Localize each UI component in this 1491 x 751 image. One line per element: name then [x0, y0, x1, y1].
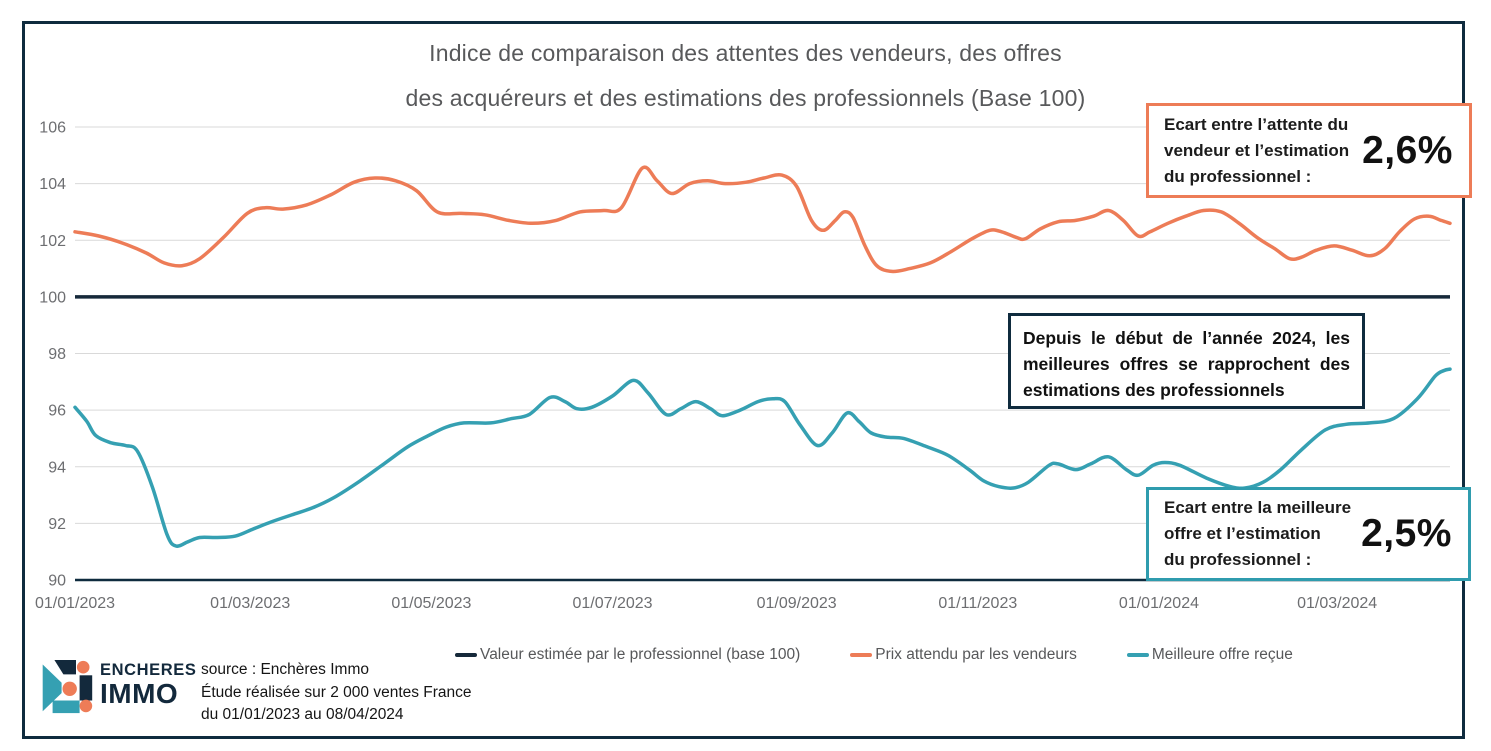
seller-gap-line3: du professionnel : — [1164, 166, 1312, 186]
legend-item: Valeur estimée par le professionnel (bas… — [455, 646, 800, 664]
logo-word-immo: IMMO — [100, 678, 179, 709]
trend-note-callout: Depuis le début de l’année 2024, les mei… — [1008, 313, 1365, 409]
y-tick-label: 104 — [39, 176, 66, 193]
chart-title: Indice de comparaison des attentes des v… — [0, 31, 1491, 121]
x-tick-label: 01/01/2024 — [1119, 595, 1199, 612]
seller-gap-callout: Ecart entre l’attente du vendeur et l’es… — [1146, 103, 1472, 198]
chart-title-line2: des acquéreurs et des estimations des pr… — [405, 85, 1086, 111]
legend-label: Prix attendu par les vendeurs — [875, 646, 1077, 663]
chart-legend: Valeur estimée par le professionnel (bas… — [455, 646, 1293, 664]
y-tick-label: 92 — [48, 516, 66, 533]
y-tick-label: 94 — [48, 459, 66, 476]
outer-frame — [22, 21, 1465, 739]
seller-gap-line2: vendeur et l’estimation — [1164, 140, 1350, 160]
source-line3: du 01/01/2023 au 08/04/2024 — [201, 706, 404, 723]
x-tick-label: 01/07/2023 — [572, 595, 652, 612]
x-tick-label: 01/11/2023 — [938, 595, 1017, 612]
offer-gap-callout: Ecart entre la meilleure offre et l’esti… — [1146, 487, 1471, 581]
legend-item: Meilleure offre reçue — [1126, 646, 1293, 664]
legend-dash-icon — [455, 653, 477, 657]
encheres-immo-logo-text: ENCHERES IMMO — [100, 661, 197, 710]
seller-gap-line1: Ecart entre l’attente du — [1164, 114, 1349, 134]
x-tick-label: 01/03/2024 — [1297, 595, 1377, 612]
logo-word-encheres: ENCHERES — [100, 661, 197, 679]
y-tick-label: 96 — [48, 403, 66, 420]
offer-gap-label: Ecart entre la meilleure offre et l’esti… — [1164, 495, 1361, 573]
offer-gap-line3: du professionnel : — [1164, 550, 1312, 569]
legend-dash-icon — [1126, 653, 1149, 657]
source-note: source : Enchères Immo Étude réalisée su… — [201, 659, 472, 727]
x-tick-label: 01/09/2023 — [757, 595, 837, 612]
x-tick-label: 01/05/2023 — [391, 595, 471, 612]
offer-gap-value: 2,5% — [1361, 512, 1452, 555]
offer-gap-line1: Ecart entre la meilleure — [1164, 498, 1352, 517]
y-tick-label: 100 — [39, 289, 66, 306]
source-line2: Étude réalisée sur 2 000 ventes France — [201, 683, 472, 701]
offer-gap-line2: offre et l’estimation — [1164, 524, 1321, 543]
y-tick-label: 102 — [39, 233, 66, 250]
best-offer-series — [73, 367, 1452, 548]
seller-gap-value: 2,6% — [1362, 128, 1453, 172]
legend-label: Meilleure offre reçue — [1151, 646, 1293, 663]
legend-label: Valeur estimée par le professionnel (bas… — [480, 646, 801, 663]
sellers-price-series — [73, 165, 1452, 274]
source-line1: source : Enchères Immo — [201, 661, 369, 678]
encheres-immo-logo-icon — [42, 660, 93, 714]
x-tick-label: 01/01/2023 — [35, 595, 115, 612]
chart-title-line1: Indice de comparaison des attentes des v… — [429, 40, 1062, 66]
y-tick-label: 106 — [39, 120, 66, 137]
x-tick-label: 01/03/2023 — [210, 595, 290, 612]
legend-item: Prix attendu par les vendeurs — [850, 646, 1077, 664]
y-tick-label: 98 — [48, 346, 66, 363]
seller-gap-label: Ecart entre l’attente du vendeur et l’es… — [1164, 112, 1362, 190]
legend-dash-icon — [850, 653, 873, 657]
y-tick-label: 90 — [48, 573, 66, 590]
